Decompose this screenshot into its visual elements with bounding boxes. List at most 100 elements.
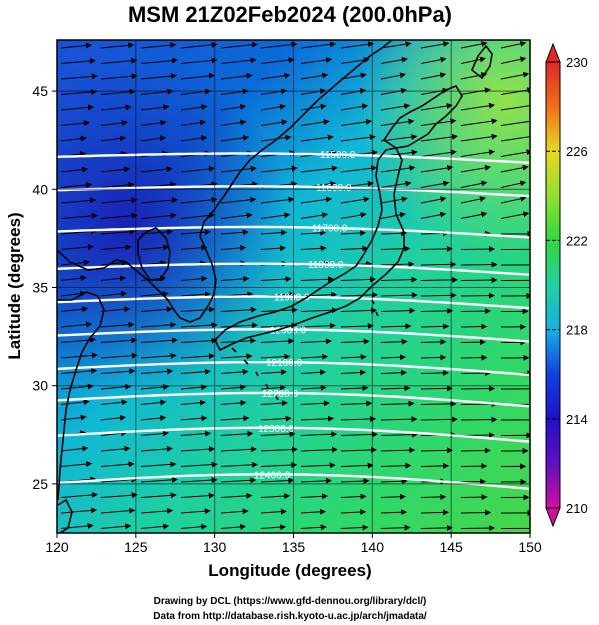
wind-arrow: [300, 72, 329, 80]
wind-arrow: [340, 478, 370, 485]
y-tick-label: 30: [32, 378, 48, 394]
wind-arrow: [300, 134, 334, 142]
wind-arrow: [300, 165, 338, 173]
wind-arrow: [140, 523, 170, 530]
wind-arrow: [380, 385, 411, 392]
wind-arrow: [420, 180, 450, 188]
wind-arrow: [420, 338, 447, 345]
wind-arrow: [140, 321, 177, 328]
wind-arrow: [380, 478, 408, 485]
wind-arrow: [60, 399, 90, 406]
wind-arrow: [380, 103, 411, 111]
wind-arrow: [180, 337, 218, 344]
wind-arrow: [100, 244, 132, 251]
wind-arrow: [60, 182, 93, 188]
wind-arrow: [460, 478, 486, 485]
wind-arrow: [420, 41, 450, 49]
wind-arrow: [340, 118, 373, 126]
wind-arrow: [260, 462, 298, 469]
colorbar-ticks: 210 214 218 222 226 230: [546, 55, 588, 516]
wind-arrow: [180, 399, 206, 406]
wind-arrow: [260, 196, 295, 204]
wind-arrow: [460, 133, 498, 142]
wind-arrow: [220, 196, 257, 204]
wind-arrow: [300, 353, 329, 360]
wind-arrow: [380, 165, 416, 173]
wind-arrow: [60, 42, 92, 49]
wind-arrow: [260, 431, 296, 438]
x-tick-label: 120: [45, 539, 69, 555]
wind-arrow: [60, 228, 98, 235]
wind-arrow: [300, 446, 338, 453]
wind-arrow: [420, 149, 457, 157]
wind-arrow: [340, 400, 373, 407]
wind-arrow: [140, 166, 173, 173]
wind-arrow: [260, 415, 292, 422]
wind-arrow: [380, 462, 412, 469]
wind-arrow: [140, 430, 169, 437]
wind-arrow: [60, 461, 93, 467]
wind-arrow: [420, 509, 449, 516]
wind-arrow: [140, 492, 177, 499]
wind-arrow: [180, 119, 206, 126]
wind-arrow: [420, 323, 450, 330]
wind-arrow: [380, 338, 408, 345]
taiwan-coastline: [57, 498, 73, 533]
wind-arrow: [180, 57, 218, 64]
wind-arrow: [260, 229, 287, 236]
wind-arrow: [300, 431, 338, 438]
wind-arrow: [380, 431, 418, 438]
colorbar-tick-label: 218: [566, 323, 588, 338]
wind-arrow: [460, 72, 488, 80]
wind-arrow: [380, 354, 406, 361]
wind-arrow: [340, 72, 367, 80]
sakhalin-coastline: [471, 44, 493, 80]
wind-arrow: [500, 149, 530, 157]
wind-arrow: [460, 509, 492, 516]
wind-arrow: [420, 56, 447, 64]
wind-arrow: [460, 339, 486, 346]
wind-arrow: [220, 229, 249, 236]
wind-arrow: [60, 73, 98, 80]
wind-arrow: [140, 383, 170, 390]
wind-arrow: [380, 307, 416, 314]
wind-arrow: [340, 230, 367, 237]
wind-arrow: [460, 447, 491, 454]
wind-arrow: [140, 352, 177, 359]
wind-arrow: [60, 197, 96, 204]
wind-arrow: [380, 211, 406, 219]
wind-arrow: [380, 509, 408, 516]
wind-arrow: [100, 212, 138, 219]
wind-arrow: [380, 416, 418, 423]
y-tick-label: 35: [32, 279, 48, 295]
footer-drawing-credit: Drawing by DCL (https://www.gfd-dennou.o…: [154, 596, 427, 607]
wind-arrow: [340, 134, 376, 142]
wind-arrow: [260, 384, 286, 391]
wind-arrow: [220, 430, 254, 437]
wind-arrow: [140, 135, 167, 142]
wind-arrow: [300, 212, 329, 219]
wind-arrow: [260, 446, 298, 453]
wind-arrow: [180, 104, 208, 111]
wind-arrow: [100, 321, 135, 328]
wind-arrow: [60, 88, 98, 95]
wind-arrow: [380, 245, 411, 252]
wind-arrow: [260, 57, 295, 64]
wind-arrow: [180, 415, 208, 422]
wind-arrow: [420, 493, 447, 500]
wind-arrow: [180, 322, 218, 329]
wind-arrow: [180, 41, 218, 49]
wind-arrow: [420, 164, 454, 173]
y-axis-ticks: 25 30 35 40 45: [32, 83, 57, 492]
wind-arrow: [300, 508, 327, 515]
footer-data-source: Data from http://database.rish.kyoto-u.a…: [153, 611, 427, 622]
wind-arrow: [260, 165, 298, 173]
wind-arrow: [460, 370, 492, 377]
wind-arrow: [100, 228, 136, 235]
wind-arrow: [340, 276, 376, 283]
wind-arrow: [460, 41, 488, 49]
wind-arrow: [180, 492, 215, 499]
wind-arrow: [140, 119, 167, 126]
wind-arrow: [300, 462, 336, 469]
wind-arrow: [300, 119, 330, 126]
